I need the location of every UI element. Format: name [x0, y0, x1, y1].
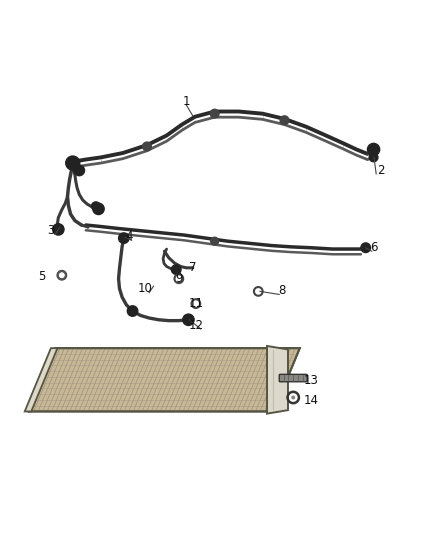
Text: 11: 11 [188, 297, 203, 310]
Circle shape [53, 224, 64, 235]
Circle shape [66, 156, 80, 170]
Text: 13: 13 [303, 374, 318, 387]
Circle shape [280, 116, 289, 125]
Text: 2: 2 [377, 164, 384, 177]
Polygon shape [29, 348, 300, 411]
Circle shape [74, 165, 85, 176]
Circle shape [367, 143, 380, 156]
Text: 8: 8 [279, 285, 286, 297]
Circle shape [92, 202, 100, 211]
Text: 12: 12 [189, 319, 204, 332]
Circle shape [292, 396, 294, 399]
Text: 1: 1 [183, 95, 190, 108]
Circle shape [369, 153, 378, 161]
Text: 6: 6 [370, 241, 378, 254]
FancyBboxPatch shape [279, 374, 307, 382]
Circle shape [93, 203, 104, 215]
Circle shape [143, 142, 151, 151]
Text: 10: 10 [138, 282, 152, 295]
Text: 7: 7 [189, 261, 197, 274]
Text: 9: 9 [175, 272, 183, 285]
Text: 3: 3 [47, 224, 55, 237]
Circle shape [210, 109, 219, 118]
Circle shape [183, 314, 194, 326]
Text: 5: 5 [39, 270, 46, 284]
Circle shape [127, 306, 138, 316]
Circle shape [171, 265, 181, 274]
Circle shape [361, 243, 371, 253]
Polygon shape [25, 348, 57, 411]
Text: 14: 14 [303, 393, 318, 407]
Circle shape [119, 233, 129, 244]
Text: 4: 4 [126, 230, 133, 243]
Polygon shape [267, 346, 288, 414]
Circle shape [211, 237, 219, 245]
